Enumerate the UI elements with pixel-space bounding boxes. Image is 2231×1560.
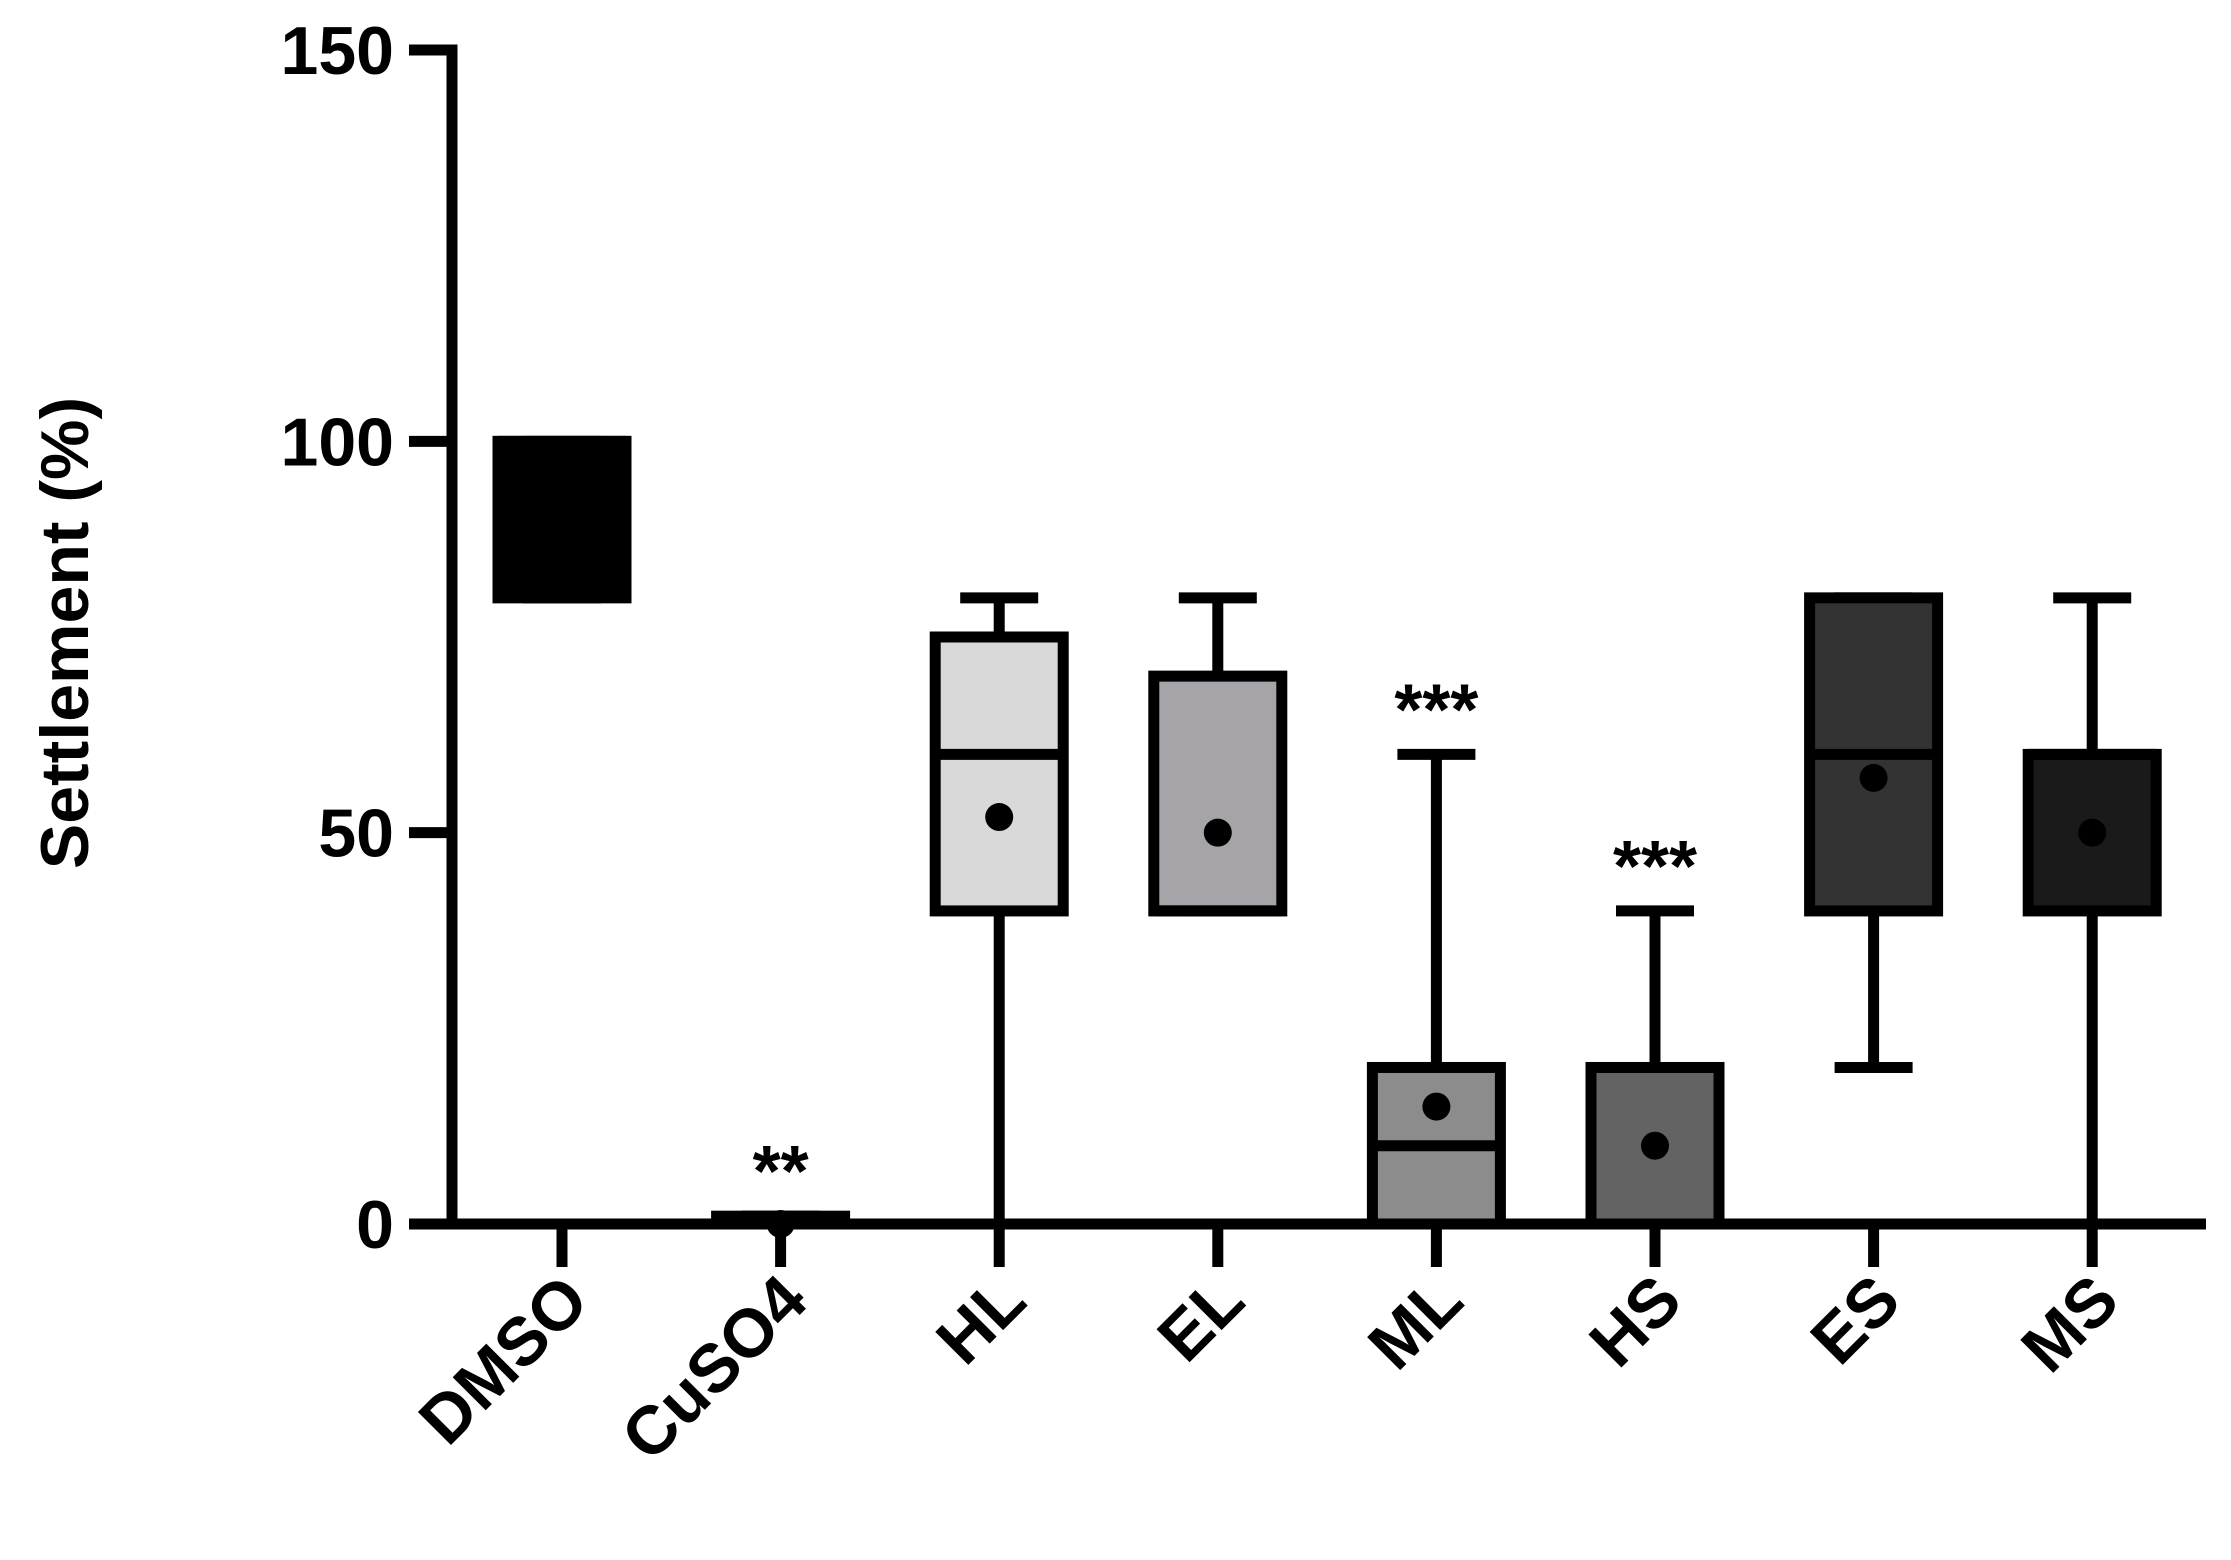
x-tick-label: HS xyxy=(1575,1261,1696,1382)
x-tick-label: CuSO4 xyxy=(607,1261,821,1475)
x-tick-label: EL xyxy=(1143,1261,1258,1376)
mean-dot xyxy=(1203,818,1232,847)
box xyxy=(1148,670,1288,917)
mean-dot xyxy=(1641,1131,1669,1160)
mean-dot xyxy=(985,803,1014,832)
box xyxy=(929,631,1069,917)
mean-dot xyxy=(1422,1092,1451,1121)
y-axis-label: Settlement (%) xyxy=(27,397,103,869)
mean-dot xyxy=(548,489,576,518)
significance-label: ** xyxy=(753,1132,809,1212)
mean-dot xyxy=(766,1210,795,1238)
y-tick-label: 150 xyxy=(281,13,394,89)
x-tick-label: HL xyxy=(922,1261,1040,1379)
x-tick-label: MS xyxy=(2007,1261,2133,1387)
x-tick-label: ML xyxy=(1354,1261,1477,1384)
x-tick-label: DMSO xyxy=(405,1261,603,1459)
x-tick-label: ES xyxy=(1796,1261,1914,1379)
mean-dot xyxy=(1859,763,1888,792)
significance-label: *** xyxy=(1613,827,1697,907)
mean-dot xyxy=(2078,818,2107,847)
y-tick-label: 50 xyxy=(318,796,394,872)
significance-label: *** xyxy=(1394,670,1478,750)
box xyxy=(492,435,632,604)
y-tick-label: 100 xyxy=(281,404,394,480)
box xyxy=(1585,1061,1725,1230)
y-tick-label: 0 xyxy=(356,1187,394,1263)
